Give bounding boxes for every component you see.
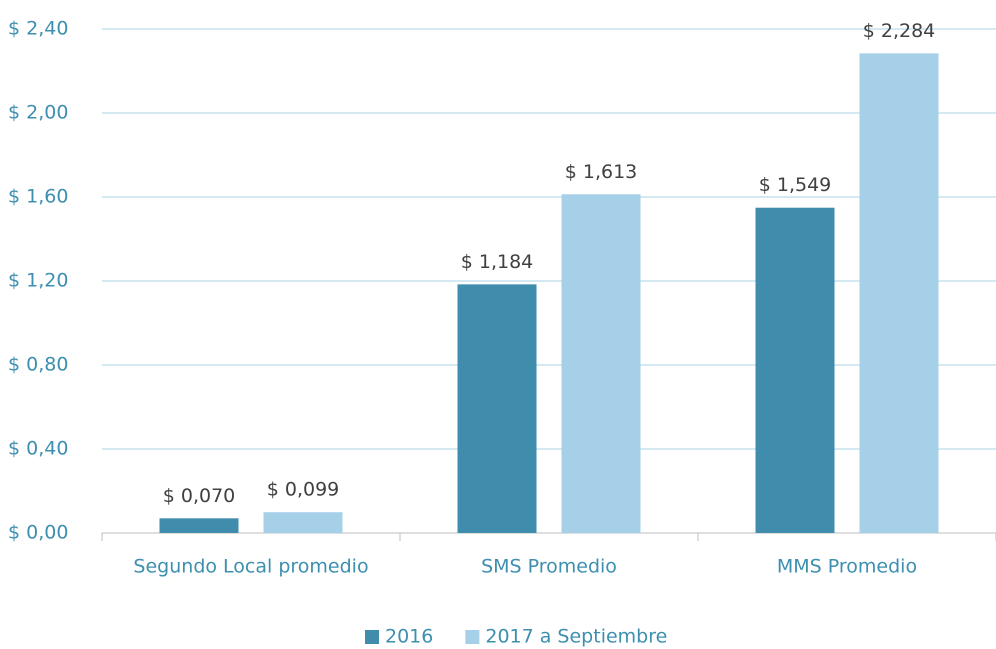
y-tick-label: $ 0,00	[8, 522, 68, 544]
legend-swatch	[365, 630, 379, 644]
value-label: $ 0,070	[163, 485, 236, 507]
value-label: $ 2,284	[863, 20, 936, 42]
x-tick-label: MMS Promedio	[777, 556, 917, 578]
x-tick-label: Segundo Local promedio	[133, 556, 368, 578]
bar	[457, 284, 537, 533]
legend-swatch	[465, 630, 480, 644]
bar	[561, 194, 641, 533]
value-label: $ 1,549	[759, 174, 832, 196]
bar	[263, 512, 343, 533]
x-tick-label: SMS Promedio	[481, 556, 617, 578]
bar	[755, 207, 835, 533]
legend-label: 2017 a Septiembre	[485, 626, 667, 648]
y-tick-label: $ 2,00	[8, 102, 68, 124]
value-label: $ 1,613	[565, 161, 638, 183]
y-tick-label: $ 2,40	[8, 18, 68, 40]
bar	[159, 518, 239, 533]
bar	[859, 53, 939, 534]
y-tick-label: $ 0,80	[8, 354, 68, 376]
y-tick-label: $ 1,20	[8, 270, 68, 292]
legend-label: 2016	[385, 626, 433, 648]
value-label: $ 1,184	[461, 251, 534, 273]
y-tick-label: $ 1,60	[8, 186, 68, 208]
y-tick-label: $ 0,40	[8, 438, 68, 460]
value-label: $ 0,099	[267, 479, 340, 501]
